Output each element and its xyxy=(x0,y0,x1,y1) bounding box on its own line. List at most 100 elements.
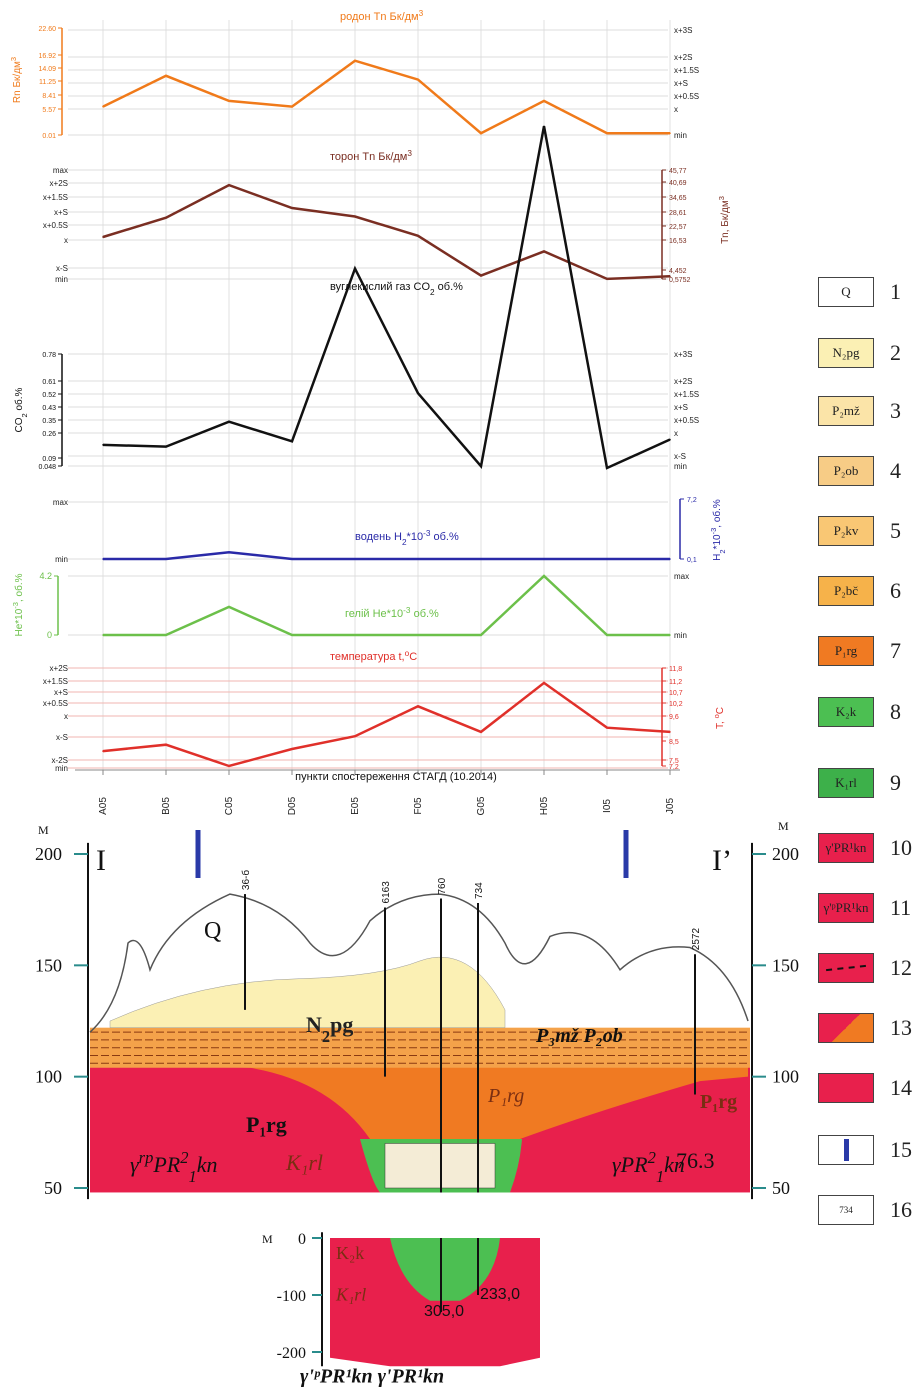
inset-tick-label: -100 xyxy=(277,1288,306,1305)
data-point xyxy=(417,78,419,81)
data-point xyxy=(102,444,104,446)
label-part: водень H xyxy=(355,531,402,543)
elev-unit-label: М xyxy=(38,823,49,837)
label-part: , об.% xyxy=(711,499,723,528)
profile-end-label: I’ xyxy=(712,844,732,877)
legend-label: γ'ᵖPR¹kn xyxy=(823,900,869,915)
well-depth-label: 76.3 xyxy=(676,1148,715,1173)
inset-k1rl xyxy=(390,1238,500,1301)
label-part: вуглекислий газ CO xyxy=(330,281,430,293)
tick-label: 8,5 xyxy=(669,739,679,746)
data-point xyxy=(480,558,482,560)
label-part: об.% xyxy=(13,387,25,413)
label-part: об.% xyxy=(430,531,459,543)
data-point xyxy=(354,59,356,62)
data-point xyxy=(606,634,608,636)
stat-label: x+2S xyxy=(674,377,692,386)
legend-swatch: P₂bč xyxy=(818,576,874,606)
gas-profiles-chart: 22.60 16.92 14.09 11.25 8.41 5.57 0.01 x+3S x+2S… xyxy=(9,9,732,816)
label-part: Tn, Бк/дм xyxy=(720,200,731,244)
legend-swatch: Q xyxy=(818,277,874,307)
label-part: 2 xyxy=(718,549,727,553)
stat-label: x+0.5S xyxy=(43,221,68,230)
data-point xyxy=(102,105,104,108)
well-label: 36-б xyxy=(240,870,252,890)
tick-label: 0,1 xyxy=(687,557,697,564)
x-axis-title: пункти спостереження СТАГД (10.2014) xyxy=(295,771,497,783)
stat-label: max xyxy=(53,498,68,507)
label-part: гелій He*10 xyxy=(345,608,403,620)
elev-unit-label: М xyxy=(778,820,789,833)
legend-label: P₂bč xyxy=(833,583,859,598)
stat-label: x+1.5S xyxy=(674,390,699,399)
label-part: 3 xyxy=(407,149,412,158)
stat-label: min xyxy=(674,631,687,640)
data-point xyxy=(480,634,482,636)
data-point xyxy=(417,558,419,560)
unit-gamma-label: γrpPR21kn xyxy=(130,1148,218,1186)
tick-label: 40,69 xyxy=(669,180,687,187)
elev-tick-label: 50 xyxy=(772,1178,790,1198)
label-part: 3 xyxy=(9,57,18,61)
axis-title: He*10-3, об.% xyxy=(11,573,26,636)
panel-title: родон Tn Бк/дм3 xyxy=(340,9,424,24)
label-part: *10 xyxy=(712,534,723,549)
tick-label: 0.01 xyxy=(42,133,56,140)
legend-swatch: γ'PR¹kn xyxy=(818,833,874,863)
data-point xyxy=(291,440,293,443)
stat-label: x+S xyxy=(674,403,688,412)
x-tick-label: B05 xyxy=(161,797,172,815)
label-part: об.% xyxy=(411,608,440,620)
x-tick-label: J05 xyxy=(665,798,676,815)
tick-label: 22.60 xyxy=(38,26,56,33)
axis-title: H2*10-3, об.% xyxy=(709,499,727,561)
label-part: 1 xyxy=(656,1167,664,1186)
data-point xyxy=(102,750,104,752)
stat-label: x+2S xyxy=(50,179,68,188)
panel-thoron: max x+2S x+1.5S x+S x+0.5S x x-S min 45,77 40,69 3… xyxy=(43,149,731,285)
elev-tick-label: 200 xyxy=(772,844,799,864)
data-point xyxy=(228,551,230,554)
label-part: kn xyxy=(197,1152,218,1177)
data-point xyxy=(417,234,419,237)
data-point xyxy=(165,634,167,636)
legend-number: 12 xyxy=(890,955,912,980)
panel-radon: 22.60 16.92 14.09 11.25 8.41 5.57 0.01 x+3S x+2S… xyxy=(9,9,700,141)
label-part: 2 xyxy=(20,413,29,417)
data-point xyxy=(606,132,608,134)
inset-unit-label: М xyxy=(262,1232,273,1246)
label-part: 2 xyxy=(322,1027,330,1046)
legend-label: γ'PR¹kn xyxy=(825,840,867,855)
tick-label: 0.09 xyxy=(42,456,56,463)
tick-label: 7,2 xyxy=(687,497,697,504)
data-point xyxy=(102,236,104,238)
legend-label: P₂kv xyxy=(833,523,859,538)
stat-label: x xyxy=(674,429,678,438)
elev-tick-label: 150 xyxy=(35,955,62,975)
inset-depth-label: 233,0 xyxy=(480,1286,520,1303)
data-point xyxy=(669,275,671,278)
data-point xyxy=(606,467,608,469)
label-part: o xyxy=(405,649,410,658)
tick-label: 9,6 xyxy=(669,714,679,721)
label-part: PR xyxy=(152,1152,180,1177)
panel-title: гелій He*10-3 об.% xyxy=(345,606,439,621)
label-part: kn xyxy=(664,1152,685,1177)
stat-label: x+0.5S xyxy=(674,92,699,101)
label-part: γ xyxy=(130,1152,140,1177)
unit-p1rg-label: P₁rg xyxy=(700,1091,737,1113)
legend-swatch: 734 xyxy=(818,1195,874,1225)
legend-number: 9 xyxy=(890,770,901,795)
data-point xyxy=(228,100,230,102)
legend-number: 6 xyxy=(890,578,901,603)
data-point xyxy=(480,731,482,733)
stat-label: x+0.5S xyxy=(674,416,699,425)
tick-label: 5.57 xyxy=(42,107,56,114)
label-part: o xyxy=(712,714,721,718)
stat-label: x xyxy=(64,712,68,721)
data-point xyxy=(354,267,356,270)
data-point xyxy=(543,575,545,577)
